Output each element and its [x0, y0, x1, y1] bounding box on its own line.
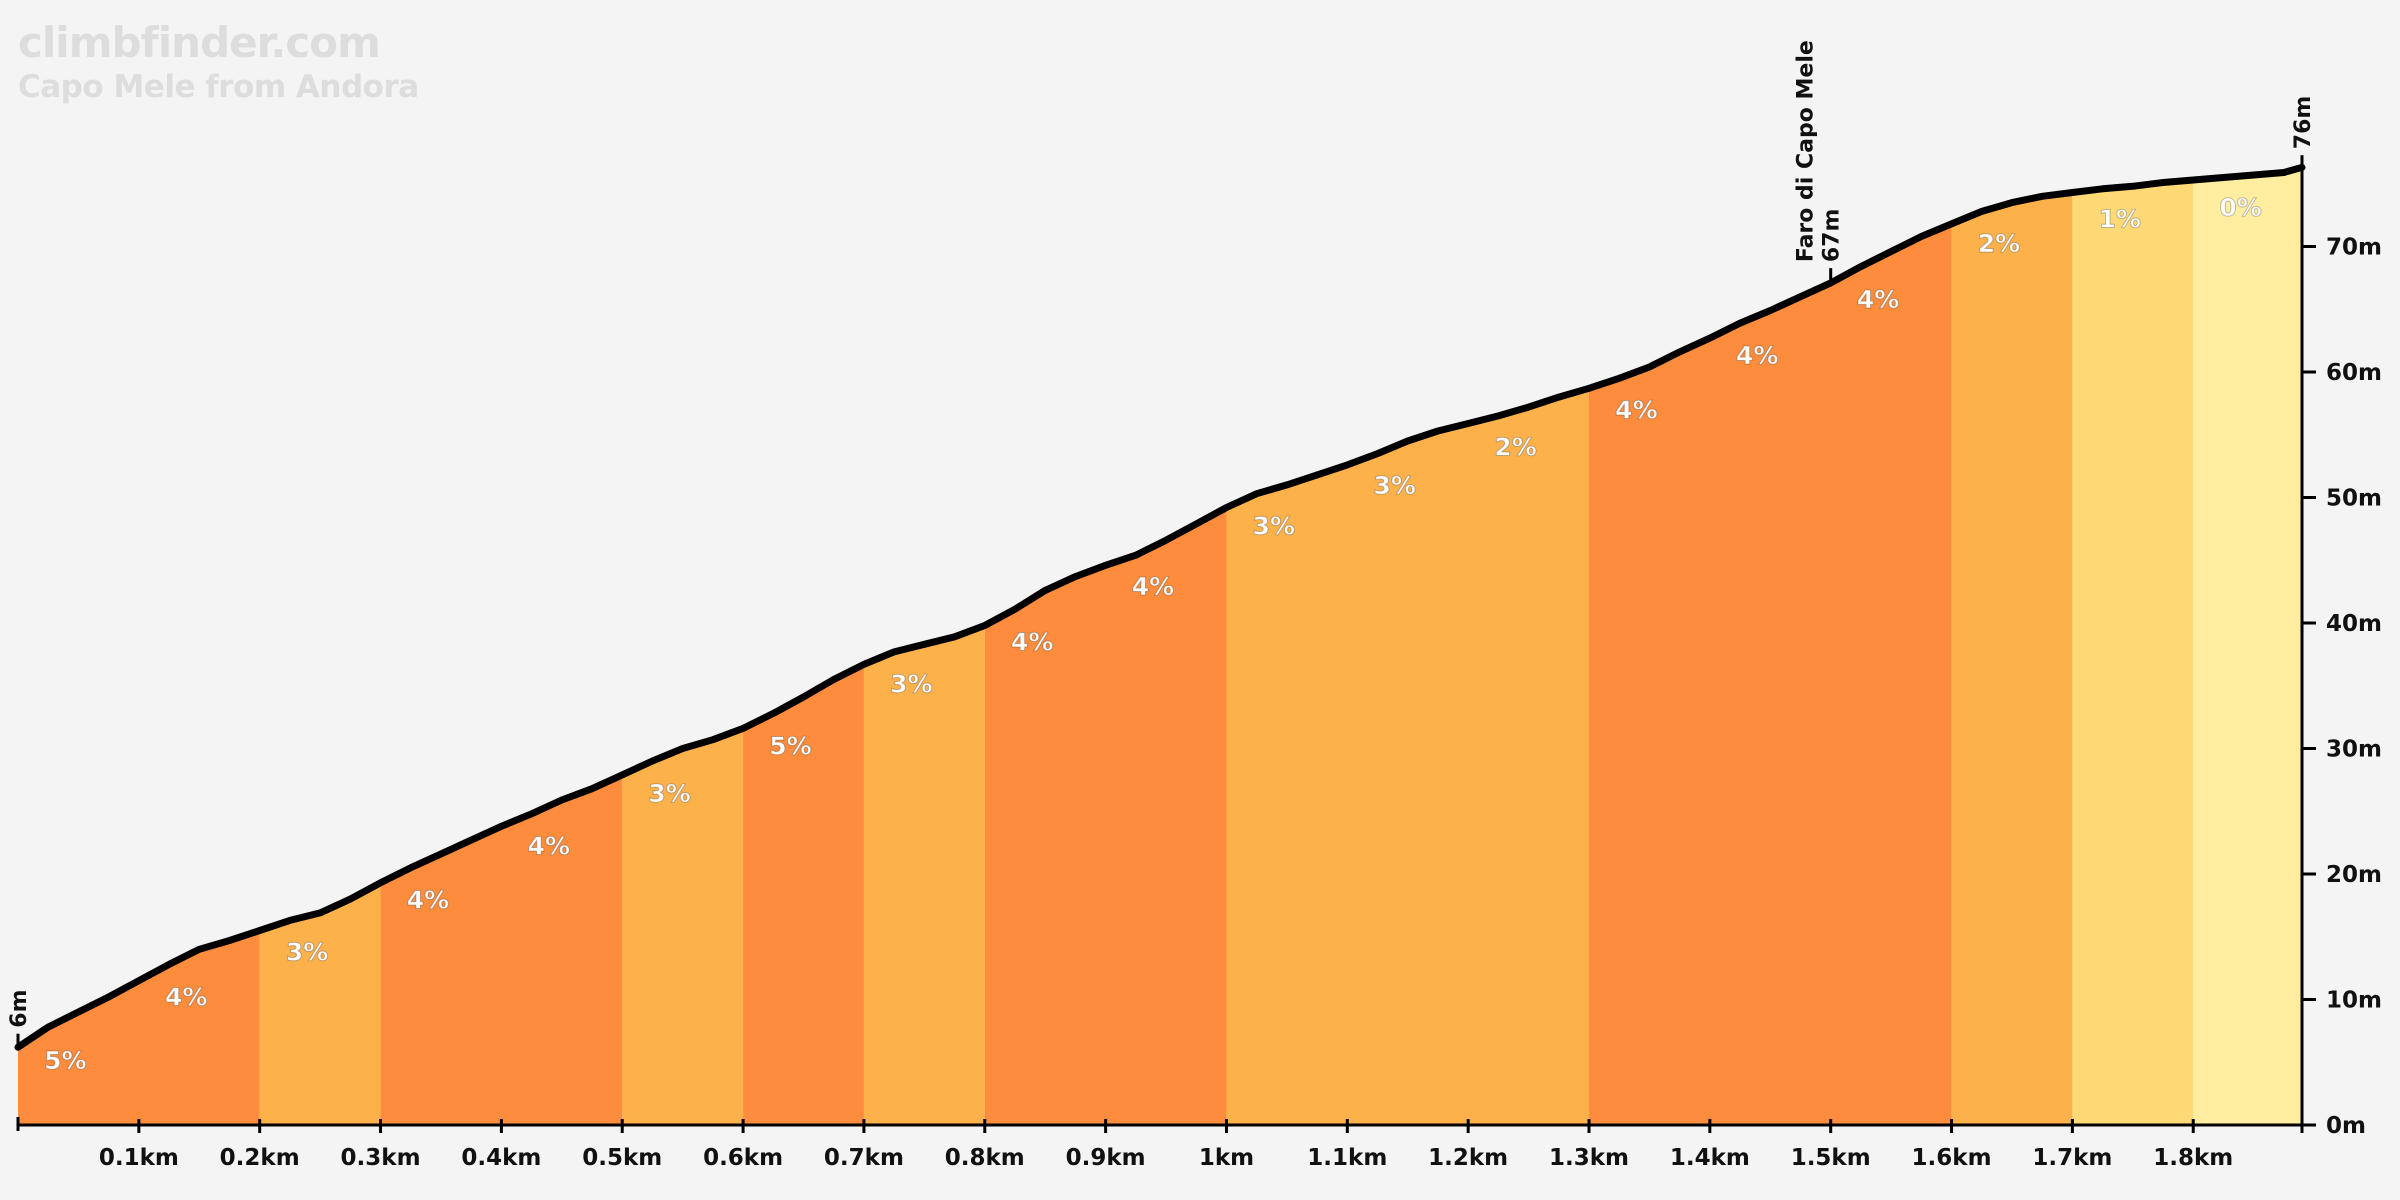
gradient-label: 4%: [165, 983, 207, 1012]
annotation-elevation: 76m: [2291, 96, 2316, 150]
gradient-label: 3%: [648, 779, 690, 808]
y-tick-label: 60m: [2326, 360, 2382, 386]
x-tick-label: 0.9km: [1066, 1145, 1146, 1171]
profile-line-layer: [14, 163, 2306, 1051]
gradient-band: [259, 882, 381, 1125]
x-tick-label: 1.7km: [2032, 1145, 2112, 1171]
gradient-label: 4%: [1132, 572, 1174, 601]
x-tick-label: 1.6km: [1912, 1145, 1992, 1171]
y-tick-label: 20m: [2326, 862, 2382, 888]
gradient-label: 4%: [1011, 627, 1053, 656]
gradient-label: 0%: [2219, 193, 2261, 222]
gradient-label: 5%: [769, 731, 811, 760]
x-tick-label: 0.3km: [341, 1145, 421, 1171]
gradient-band: [984, 507, 1227, 1125]
annotation-name: Faro di Capo Mele: [1794, 40, 1819, 262]
gradient-band: [18, 930, 260, 1125]
climb-title: Capo Mele from Andora: [18, 69, 419, 105]
gradient-label: 2%: [1494, 432, 1536, 461]
x-tick-label: 0.4km: [461, 1145, 541, 1171]
x-tick-label: 0.7km: [824, 1145, 904, 1171]
gradient-label: 3%: [1373, 471, 1415, 500]
x-tick-label: 1.2km: [1428, 1145, 1508, 1171]
x-tick-label: 0.8km: [945, 1145, 1025, 1171]
gradient-band: [1951, 192, 2073, 1125]
x-tick-label: 1.4km: [1670, 1145, 1750, 1171]
gradient-bands: [18, 167, 2302, 1126]
x-tick-label: 1.3km: [1549, 1145, 1629, 1171]
gradient-labels: 5% 4% 3% 4% 4% 3% 5% 3% 4% 4% 3% 3% 2% 4% 4% 4% 2% 1% 0%: [44, 192, 2263, 1075]
x-tick-label: 0.1km: [99, 1145, 179, 1171]
gradient-label: 3%: [286, 937, 328, 966]
y-axis: 0m 10m 20m 30m 40m 50m 60m 70m: [2300, 158, 2382, 1139]
y-tick-label: 70m: [2326, 235, 2382, 261]
x-tick-label: 1km: [1199, 1145, 1254, 1171]
annotation-elevation: 67m: [1820, 209, 1845, 263]
annotation-elevation: 6m: [7, 989, 32, 1027]
x-tick-label: 1.5km: [1791, 1145, 1871, 1171]
profile-line: [14, 163, 2306, 1051]
gradient-band: [743, 664, 864, 1125]
y-tick-label: 0m: [2326, 1113, 2366, 1139]
gradient-band: [863, 625, 985, 1125]
y-tick-label: 30m: [2326, 737, 2382, 763]
gradient-label: 4%: [1857, 285, 1899, 314]
gradient-label: 3%: [1253, 511, 1295, 540]
gradient-label: 3%: [890, 669, 932, 698]
x-tick-label: 1.8km: [2153, 1145, 2233, 1171]
gradient-band: [1589, 223, 1952, 1125]
y-tick-label: 50m: [2326, 486, 2382, 512]
site-name: climbfinder.com: [18, 18, 381, 67]
gradient-label: 4%: [407, 886, 449, 915]
gradient-label: 1%: [2099, 205, 2141, 234]
x-tick-label: 0.2km: [220, 1145, 300, 1171]
gradient-label: 4%: [528, 831, 570, 860]
gradient-label: 2%: [1978, 229, 2020, 258]
x-axis: 0.1km 0.2km 0.3km 0.4km 0.5km 0.6km 0.7km 0.8km…: [16, 1117, 2304, 1171]
gradient-band: [1226, 388, 1590, 1125]
gradient-band: [622, 728, 744, 1125]
x-tick-label: 1.1km: [1307, 1145, 1387, 1171]
gradient-label: 4%: [1736, 341, 1778, 370]
gradient-label: 4%: [1615, 395, 1657, 424]
gradient-label: 5%: [44, 1046, 86, 1075]
x-tick-label: 0.5km: [582, 1145, 662, 1171]
gradient-band: [380, 774, 623, 1125]
gradient-band: [2193, 167, 2302, 1125]
gradient-band: [2072, 179, 2194, 1126]
y-tick-label: 10m: [2326, 988, 2382, 1014]
y-tick-label: 40m: [2326, 611, 2382, 637]
brand-watermark: climbfinder.com Capo Mele from Andora: [18, 18, 419, 105]
x-tick-label: 0.6km: [703, 1145, 783, 1171]
